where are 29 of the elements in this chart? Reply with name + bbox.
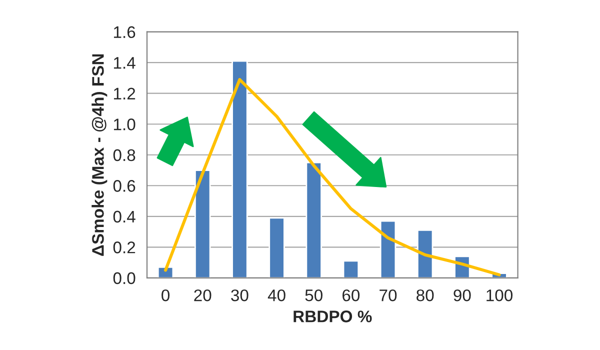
bar	[268, 217, 285, 278]
bar	[232, 60, 248, 278]
x-tick-label: 40	[268, 289, 286, 302]
bar	[342, 260, 360, 278]
y-tick-label: 1.4	[114, 57, 136, 69]
y-tick-label: 0.2	[113, 242, 136, 254]
x-axis-title: RBDPO %	[294, 310, 372, 322]
y-axis-title: ΔSmoke (Max - @4h) FSN	[92, 54, 108, 256]
y-tick-label: 1.0	[114, 118, 136, 130]
y-tick-label: 1.2	[114, 88, 136, 100]
x-tick-label: 0	[162, 289, 170, 302]
x-tick-label: 70	[380, 289, 397, 302]
x-tick-label: 30	[231, 289, 248, 302]
x-tick-label: 90	[454, 289, 471, 302]
y-tick-label: 0.8	[113, 149, 136, 162]
y-tick-label: 0.6	[113, 180, 136, 192]
y-tick-label: 0.4	[113, 210, 136, 223]
bar	[380, 220, 396, 278]
bar	[306, 162, 322, 278]
bar	[416, 230, 434, 278]
x-tick-label: 60	[342, 289, 360, 302]
y-tick-label: 0.0	[113, 272, 136, 284]
x-tick-label: 100	[486, 289, 513, 302]
bar	[194, 170, 211, 278]
line-series	[164, 78, 501, 276]
x-tick-label: 80	[416, 289, 434, 302]
x-tick-label: 50	[305, 289, 322, 302]
y-tick-label: 1.6	[114, 26, 136, 38]
x-tick-label: 20	[194, 289, 212, 302]
